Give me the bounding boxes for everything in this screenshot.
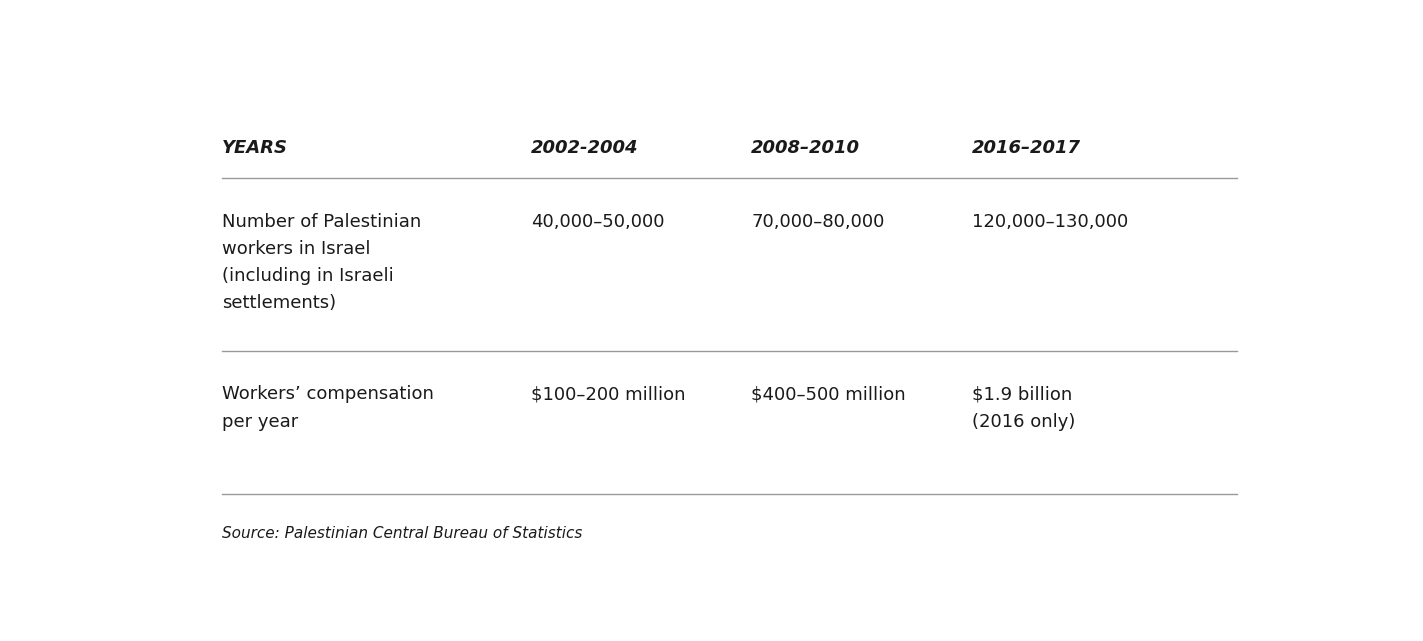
Text: 2008–2010: 2008–2010 bbox=[751, 138, 861, 156]
Text: 120,000–130,000: 120,000–130,000 bbox=[972, 213, 1128, 231]
Text: Source: Palestinian Central Bureau of Statistics: Source: Palestinian Central Bureau of St… bbox=[222, 526, 582, 541]
Text: Number of Palestinian
workers in Israel
(including in Israeli
settlements): Number of Palestinian workers in Israel … bbox=[222, 213, 421, 312]
Text: $400–500 million: $400–500 million bbox=[751, 385, 906, 403]
Text: Workers’ compensation
per year: Workers’ compensation per year bbox=[222, 385, 434, 431]
Text: 40,000–50,000: 40,000–50,000 bbox=[531, 213, 665, 231]
Text: 2016–2017: 2016–2017 bbox=[972, 138, 1081, 156]
Text: 2002-2004: 2002-2004 bbox=[531, 138, 639, 156]
Text: YEARS: YEARS bbox=[222, 138, 287, 156]
Text: $100–200 million: $100–200 million bbox=[531, 385, 686, 403]
Text: 70,000–80,000: 70,000–80,000 bbox=[751, 213, 885, 231]
Text: $1.9 billion
(2016 only): $1.9 billion (2016 only) bbox=[972, 385, 1076, 431]
